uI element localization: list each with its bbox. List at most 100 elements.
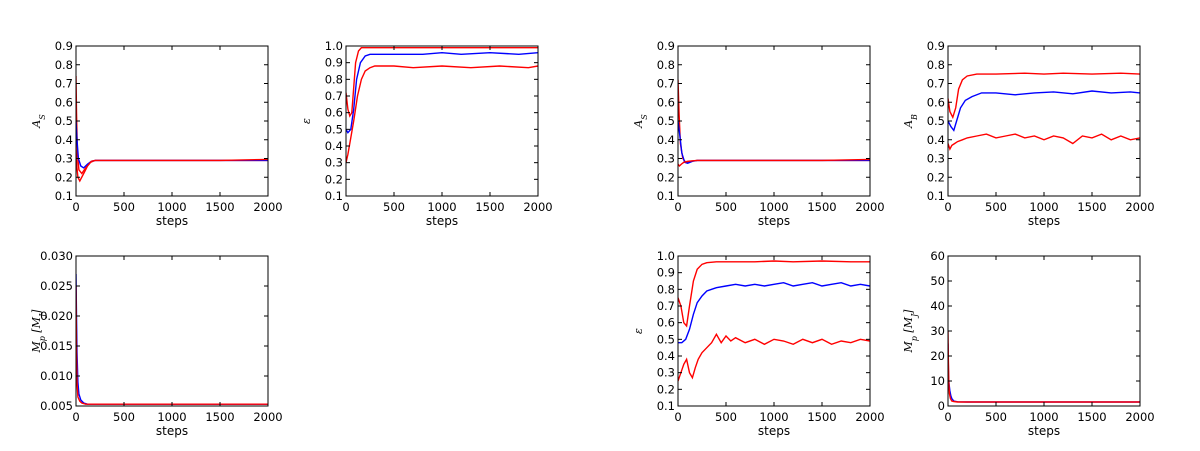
- x-tick-label: 2000: [855, 200, 884, 214]
- plot-frame: [677, 45, 871, 197]
- plot-frame: [677, 255, 871, 407]
- x-tick-label: 1000: [759, 410, 788, 424]
- x-axis-title: steps: [1028, 424, 1060, 438]
- x-tick-label: 500: [715, 410, 737, 424]
- y-tick-label: 20: [930, 349, 945, 363]
- series-line-1: [948, 72, 1140, 120]
- y-tick-label: 0.9: [325, 56, 343, 70]
- x-tick-label: 0: [342, 200, 349, 214]
- y-tick-label: 0.5: [927, 114, 945, 128]
- y-tick-label: 0.2: [657, 170, 675, 184]
- y-title-main: A: [30, 120, 43, 129]
- x-tick-label: 1500: [205, 410, 234, 424]
- y-tick-label: 0.8: [55, 58, 73, 72]
- y-tick-label: 30: [930, 324, 945, 338]
- y-title-sub: p: [910, 336, 919, 341]
- plot-frame: [75, 45, 269, 197]
- series-line-3: [678, 158, 870, 168]
- y-tick-label: 0.015: [40, 339, 73, 353]
- y-tick-label: 0.4: [927, 133, 945, 147]
- x-tick-label: 500: [383, 200, 405, 214]
- y-tick-label: 0.030: [40, 249, 73, 263]
- x-tick-label: 1500: [205, 200, 234, 214]
- x-tick-label: 1000: [1029, 200, 1058, 214]
- x-tick-label: 0: [944, 200, 951, 214]
- x-tick-label: 500: [985, 200, 1007, 214]
- x-tick-label: 0: [674, 200, 681, 214]
- y-tick-label: 60: [930, 249, 945, 263]
- y-tick-label: 0.9: [55, 39, 73, 53]
- plot-frame: [75, 255, 269, 407]
- y-title-sub: p: [38, 336, 47, 341]
- y-tick-label: 0: [938, 399, 945, 413]
- x-tick-label: 2000: [253, 410, 282, 424]
- y-title-unit-sub: J: [38, 313, 47, 319]
- x-tick-label: 500: [113, 200, 135, 214]
- y-tick-label: 0.7: [55, 77, 73, 91]
- y-tick-label: 0.4: [55, 133, 73, 147]
- y-axis-title: AB: [902, 114, 919, 129]
- series-line-2: [678, 120, 870, 164]
- subplot-2: 0 500 1000 1500 2000 0.1 0.2 0.3 0.4 0.5 0.6 0.7 0.8…: [300, 39, 553, 228]
- y-tick-label: 0.2: [325, 172, 343, 186]
- series-line-2: [346, 51, 538, 134]
- x-tick-label: 1000: [157, 200, 186, 214]
- x-tick-label: 0: [944, 410, 951, 424]
- y-tick-label: 0.6: [657, 316, 675, 330]
- y-title-unit: [M: [30, 316, 43, 336]
- y-tick-label: 0.1: [927, 189, 945, 203]
- subplot-6: 0 500 1000 1500 2000 0.1 0.2 0.3 0.4 0.5 0.6 0.7 0.8…: [632, 249, 885, 438]
- x-tick-label: 500: [715, 200, 737, 214]
- y-tick-label: 0.025: [40, 279, 73, 293]
- y-title-main: M: [902, 340, 915, 353]
- x-tick-label: 1500: [807, 410, 836, 424]
- y-axis-title: Mp [MJ]: [902, 309, 919, 354]
- y-axis-title: Mp [MJ]: [30, 309, 47, 354]
- y-tick-label: 1.0: [325, 39, 343, 53]
- y-tick-label: 0.8: [657, 58, 675, 72]
- x-tick-label: 1000: [427, 200, 456, 214]
- series-line-3: [678, 332, 870, 382]
- y-title-main: A: [632, 120, 645, 129]
- x-tick-label: 0: [72, 200, 79, 214]
- subplot-7: 0 500 1000 1500 2000 0 10 20 30 40 50 60 steps Mp [MJ…: [902, 249, 1155, 438]
- series-line-3: [346, 65, 538, 163]
- series-line-3: [948, 133, 1140, 151]
- y-axis-title: AS: [30, 114, 47, 129]
- x-axis-title: steps: [156, 214, 188, 228]
- x-tick-label: 1500: [807, 200, 836, 214]
- y-tick-label: 0.3: [657, 152, 675, 166]
- y-tick-label: 0.6: [55, 95, 73, 109]
- x-tick-label: 500: [985, 410, 1007, 424]
- y-tick-label: 0.6: [325, 106, 343, 120]
- series-line-1: [76, 75, 268, 175]
- y-tick-label: 0.2: [927, 170, 945, 184]
- series-line-2: [948, 330, 1140, 403]
- y-tick-label: 0.3: [657, 366, 675, 380]
- series-line-1: [948, 343, 1140, 403]
- y-tick-label: 0.9: [657, 266, 675, 280]
- series-line-1: [678, 79, 870, 164]
- y-tick-label: 0.020: [40, 309, 73, 323]
- y-tick-label: 0.2: [55, 170, 73, 184]
- y-title-unit: [M: [902, 316, 915, 336]
- y-tick-label: 0.5: [55, 114, 73, 128]
- y-tick-label: 0.3: [325, 156, 343, 170]
- y-axis-title: ε: [632, 328, 645, 334]
- y-tick-label: 0.3: [55, 152, 73, 166]
- series-line-3: [76, 149, 268, 183]
- y-tick-label: 0.2: [657, 382, 675, 396]
- series-line-1: [346, 47, 538, 118]
- y-tick-label: 0.7: [927, 77, 945, 91]
- x-tick-label: 1500: [1077, 200, 1106, 214]
- y-tick-label: 0.4: [657, 133, 675, 147]
- subplot-5: 0 500 1000 1500 2000 0.1 0.2 0.3 0.4 0.5 0.6 0.7 0.8…: [902, 39, 1155, 228]
- y-tick-label: 0.8: [325, 72, 343, 86]
- y-tick-label: 0.1: [657, 399, 675, 413]
- x-tick-label: 1000: [1029, 410, 1058, 424]
- y-tick-label: 0.7: [657, 299, 675, 313]
- x-tick-label: 2000: [855, 410, 884, 424]
- x-axis-title: steps: [1028, 214, 1060, 228]
- y-title-main: ε: [300, 118, 313, 124]
- x-tick-label: 2000: [253, 200, 282, 214]
